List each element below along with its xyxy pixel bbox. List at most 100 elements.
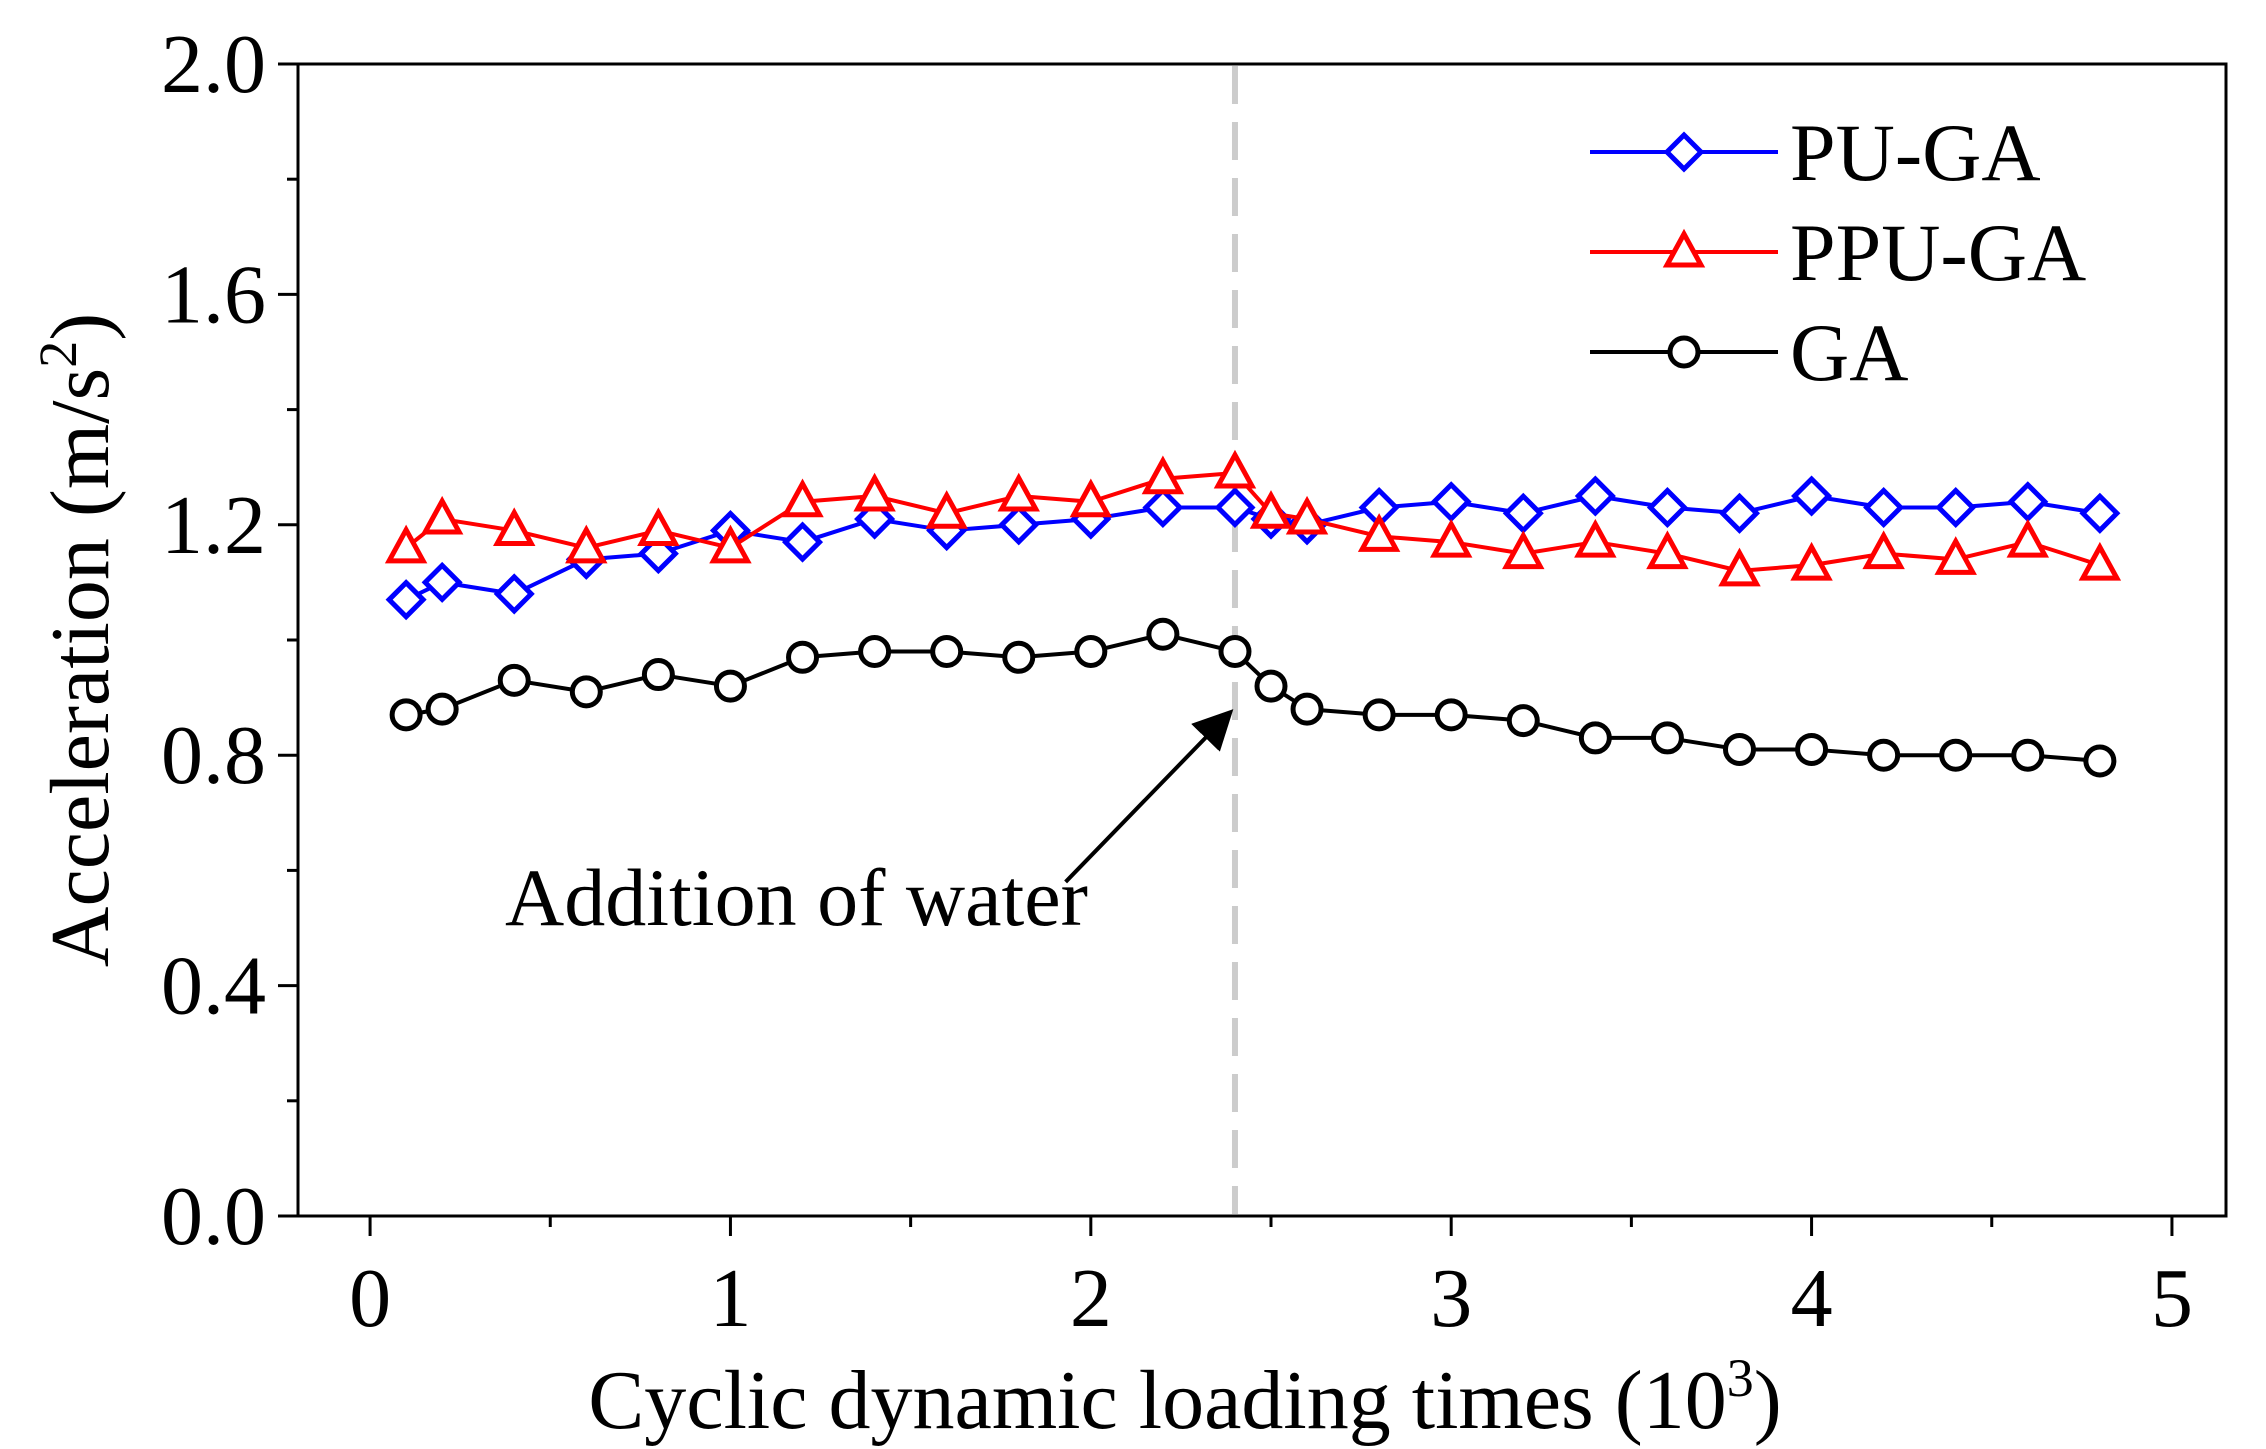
data-point (565, 524, 608, 564)
data-point (1430, 481, 1472, 523)
data-point (1578, 721, 1612, 755)
data-point (713, 669, 747, 703)
x-axis-title-end: ) (1754, 1354, 1782, 1447)
data-point (1285, 495, 1329, 535)
data-point (2083, 744, 2117, 778)
x-axis-title: Cyclic dynamic loading times (103) (588, 1348, 1781, 1447)
y-tick-label: 0.0 (161, 1170, 266, 1263)
y-axis-title-text: Acceleration (m/s (34, 368, 127, 967)
data-point (1939, 738, 1973, 772)
data-point (709, 524, 752, 564)
y-axis-title: Acceleration (m/s2) (28, 313, 127, 967)
data-point (1650, 721, 1684, 755)
x-tick-label: 4 (1791, 1252, 1833, 1345)
series-pu-ga (385, 475, 2121, 621)
legend-item-pu-ga: PU-GA (1590, 107, 2041, 198)
data-point (997, 472, 1040, 512)
data-point (858, 635, 892, 669)
data-point (569, 675, 603, 709)
data-point (1213, 449, 1257, 489)
data-point (998, 504, 1040, 546)
data-point (1214, 486, 1256, 529)
data-point (1934, 536, 1977, 575)
data-point (385, 579, 427, 621)
legend-label: GA (1790, 307, 1908, 398)
y-tick-label: 1.6 (161, 248, 266, 341)
data-point (786, 640, 820, 674)
data-point (1502, 530, 1545, 570)
y-tick-label: 0.8 (161, 709, 266, 802)
data-point (1357, 513, 1401, 552)
data-point (1574, 475, 1616, 517)
data-point (2078, 541, 2122, 581)
data-point (421, 561, 463, 603)
series-ga (389, 617, 2117, 778)
annotation-arrow (1064, 709, 1234, 884)
data-point (1935, 486, 1977, 529)
data-point (2079, 492, 2121, 534)
y-axis-title-end: ) (34, 313, 127, 341)
data-point (1863, 486, 1905, 529)
data-point (925, 490, 968, 529)
x-tick-label: 0 (349, 1252, 391, 1345)
data-point (2007, 481, 2049, 523)
y-tick-label: 0.4 (161, 940, 266, 1033)
data-point (1141, 455, 1185, 495)
data-point (641, 658, 675, 692)
data-point (1218, 635, 1252, 669)
data-point (1574, 518, 1617, 558)
data-point (637, 507, 680, 547)
data-point (1795, 732, 1829, 766)
data-point (1146, 617, 1180, 651)
data-point (384, 524, 428, 564)
data-point (493, 507, 536, 547)
legend-item-ppu-ga: PPU-GA (1590, 207, 2086, 298)
data-point (2006, 518, 2050, 558)
data-point (1362, 698, 1396, 732)
x-tick-label: 5 (2151, 1252, 2193, 1345)
data-point (1254, 669, 1288, 703)
data-point (1506, 704, 1540, 738)
data-point (493, 573, 535, 615)
legend-marker (1662, 228, 1706, 268)
y-axis-title-sup: 2 (28, 341, 88, 368)
annotation-text: Addition of water (505, 852, 1088, 943)
data-point (2011, 738, 2045, 772)
legend-label: PPU-GA (1790, 207, 2086, 298)
data-point (1791, 475, 1833, 517)
data-point (1142, 486, 1184, 529)
data-point (781, 521, 824, 563)
data-point (1074, 635, 1108, 669)
data-point (1069, 478, 1113, 518)
legend-item-ga: GA (1590, 307, 1908, 398)
data-point (1722, 732, 1756, 766)
data-point (1718, 492, 1761, 534)
data-point (1249, 490, 1293, 529)
data-point (1790, 541, 1833, 581)
x-tick-label: 1 (709, 1252, 751, 1345)
data-point (497, 663, 531, 697)
series-ppu-ga (384, 449, 2122, 587)
y-tick-label: 2.0 (161, 18, 266, 111)
data-point (1429, 518, 1473, 558)
x-tick-label: 3 (1430, 1252, 1472, 1345)
data-point (425, 692, 459, 726)
legend-marker (1663, 131, 1705, 173)
data-point (853, 472, 896, 512)
data-point (1646, 486, 1688, 529)
data-point (1646, 530, 1689, 570)
legend-label: PU-GA (1790, 107, 2041, 198)
data-point (1867, 738, 1901, 772)
data-point (1862, 530, 1905, 570)
x-tick-label: 2 (1070, 1252, 1112, 1345)
data-point (1502, 492, 1544, 534)
series-line (405, 632, 2101, 763)
legend-marker (1667, 335, 1701, 369)
data-point (781, 478, 824, 518)
data-point (1002, 640, 1036, 674)
data-point (1434, 698, 1468, 732)
data-point (420, 495, 464, 535)
data-point (1290, 692, 1324, 726)
